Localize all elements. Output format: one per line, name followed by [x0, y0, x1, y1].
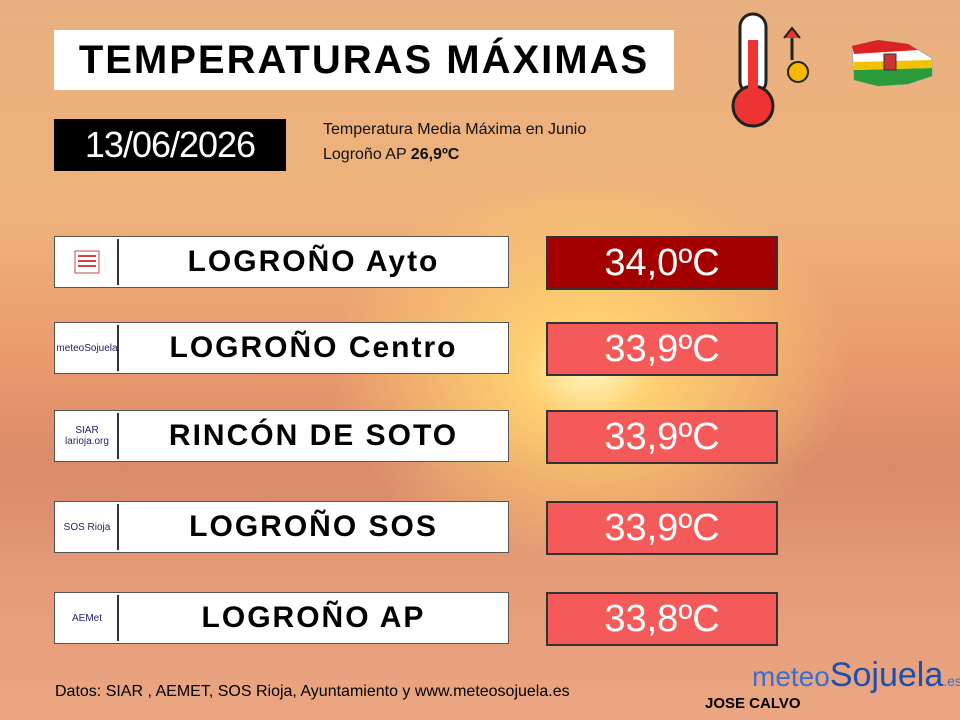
station-name: LOGROÑO SOS: [189, 510, 438, 543]
station-logo: meteoSojuela: [56, 325, 119, 371]
station-box: LOGROÑO Ayto: [54, 236, 509, 288]
station-logo: SIAR larioja.org: [57, 413, 119, 459]
station-name: LOGROÑO AP: [201, 601, 426, 634]
author: JOSE CALVO: [705, 695, 801, 712]
note: Logroño AP 26,9ºC: [323, 146, 459, 164]
station-name: LOGROÑO Centro: [169, 331, 458, 364]
rioja-flag: [851, 39, 933, 87]
brand-es: .es: [943, 673, 960, 689]
date: 13/06/2026: [54, 119, 286, 171]
brand: meteoSojuela.es: [752, 656, 960, 695]
brand-meteo: meteo: [752, 661, 830, 692]
station-logo: SOS Rioja: [57, 504, 119, 550]
city-shield: [74, 250, 100, 274]
temperature: 33,9ºC: [546, 501, 778, 555]
title: TEMPERATURAS MÁXIMAS: [54, 30, 674, 90]
station-name: LOGROÑO Ayto: [187, 245, 440, 278]
temperature: 33,9ºC: [546, 410, 778, 464]
station-box: SOS Rioja LOGROÑO SOS: [54, 501, 509, 553]
station-box: SIAR larioja.org RINCÓN DE SOTO: [54, 410, 509, 462]
station-box: AEMet LOGROÑO AP: [54, 592, 509, 644]
station-logo: [57, 239, 119, 285]
station-box: meteoSojuela LOGROÑO Centro: [54, 322, 509, 374]
temperature: 33,8ºC: [546, 592, 778, 646]
sources: Datos: SIAR , AEMET, SOS Rioja, Ayuntami…: [55, 683, 570, 700]
note: Temperatura Media Máxima en Junio: [323, 121, 587, 138]
temperature: 34,0ºC: [546, 236, 778, 290]
thermometer-icon: [731, 12, 809, 128]
brand-sojuela: Sojuela: [829, 656, 944, 694]
note-value: 26,9ºC: [410, 146, 460, 163]
station-logo: AEMet: [57, 595, 119, 641]
station-name: RINCÓN DE SOTO: [168, 419, 459, 452]
temperature: 33,9ºC: [546, 322, 778, 376]
note-label: Logroño AP: [323, 146, 407, 163]
